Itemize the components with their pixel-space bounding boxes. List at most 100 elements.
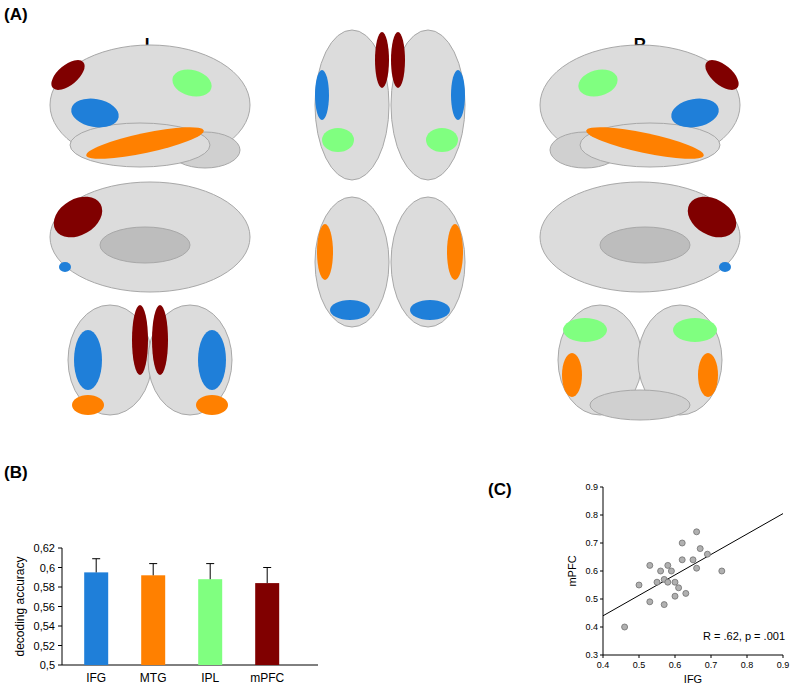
y-tick-label: 0,6 — [40, 562, 55, 574]
region-blob — [680, 188, 743, 245]
scatter-marks — [603, 514, 783, 630]
scatter-point — [719, 568, 725, 574]
region-blob — [322, 128, 354, 152]
scatter-point — [672, 593, 678, 599]
x-tick — [675, 655, 676, 658]
y-tick — [600, 543, 603, 544]
brain-view — [540, 45, 744, 168]
brain-view — [540, 182, 744, 292]
region-blob — [673, 318, 717, 342]
region-blob — [198, 330, 226, 390]
y-tick — [58, 606, 62, 607]
y-tick-label: 0,58 — [34, 581, 55, 593]
scatter-point — [658, 568, 664, 574]
scatter-point — [694, 565, 700, 571]
scatter-point — [704, 551, 710, 557]
region-blob — [447, 224, 463, 280]
region-blob — [46, 188, 109, 245]
brain-surface — [315, 197, 389, 327]
region-blob — [84, 121, 206, 166]
y-tick — [600, 599, 603, 600]
bar — [198, 579, 222, 665]
x-tick-label: 0.9 — [777, 660, 790, 670]
error-bar — [149, 564, 157, 576]
brain-surface — [391, 30, 465, 180]
bar — [255, 583, 279, 665]
region-blob — [669, 95, 721, 131]
region-blob — [451, 70, 465, 120]
scatter-point — [694, 529, 700, 535]
bar-chart: 0,50,520,540,560,580,60,62decoding accur… — [13, 542, 318, 685]
y-tick — [58, 645, 62, 646]
region-blob — [169, 65, 214, 100]
scatter-point — [647, 599, 653, 605]
scatter-point — [622, 624, 628, 630]
figure: (A)(B)(C)LR0,50,520,540,560,580,60,62dec… — [0, 0, 790, 687]
region-blob — [315, 70, 329, 120]
scatter-point — [697, 546, 703, 552]
y-tick-label: 0.8 — [585, 510, 598, 520]
scatter-point — [672, 579, 678, 585]
region-blob — [700, 54, 743, 95]
region-blob — [563, 318, 607, 342]
brain-view — [46, 182, 250, 292]
x-tick-label: 0.6 — [669, 660, 682, 670]
region-blob — [719, 262, 731, 272]
x-axis — [603, 655, 783, 656]
error-bar — [92, 559, 100, 573]
region-blob — [584, 121, 706, 166]
bar-marks — [84, 559, 279, 665]
y-tick-label: 0,62 — [34, 542, 55, 554]
y-tick-label: 0.7 — [585, 538, 598, 548]
brain-view — [315, 197, 465, 327]
y-tick-label: 0.5 — [585, 594, 598, 604]
panel-label: (A) — [4, 5, 28, 24]
region-blob — [317, 224, 333, 280]
y-tick — [58, 665, 62, 666]
scatter-point — [679, 557, 685, 563]
region-blob — [72, 395, 104, 415]
region-blob — [698, 353, 718, 397]
scatter-point — [679, 540, 685, 546]
y-tick-label: 0,52 — [34, 640, 55, 652]
y-tick-label: 0,5 — [40, 659, 55, 671]
brain-surface — [590, 390, 690, 420]
brain-surface — [148, 305, 232, 415]
x-tick-label: mPFC — [250, 671, 284, 685]
region-blob — [375, 32, 389, 88]
y-tick — [58, 626, 62, 627]
region-blob — [132, 305, 148, 375]
panel-label: (B) — [4, 463, 28, 482]
region-blob — [46, 54, 89, 95]
region-blob — [562, 353, 582, 397]
region-blob — [330, 300, 370, 320]
scatter-point — [676, 585, 682, 591]
region-blob — [59, 262, 71, 272]
scatter-point — [665, 562, 671, 568]
y-tick-label: 0.4 — [585, 622, 598, 632]
scatter-point — [665, 579, 671, 585]
trend-line — [603, 514, 783, 616]
bar — [141, 575, 165, 665]
region-blob — [391, 32, 405, 88]
y-tick-label: 0.6 — [585, 566, 598, 576]
x-tick — [711, 655, 712, 658]
region-blob — [69, 95, 121, 131]
brain-surface — [391, 197, 465, 327]
scatter-point — [668, 568, 674, 574]
error-bar — [206, 564, 214, 580]
brain-view — [315, 30, 465, 180]
y-tick — [58, 587, 62, 588]
x-tick-label: MTG — [140, 671, 167, 685]
x-tick — [783, 655, 784, 658]
x-tick — [639, 655, 640, 658]
annotation: R = .62, p = .001 — [703, 630, 785, 642]
x-tick-label: 0.7 — [705, 660, 718, 670]
brain-surface — [315, 30, 389, 180]
y-tick — [58, 567, 62, 568]
panel-label: (C) — [488, 480, 512, 499]
y-tick — [600, 571, 603, 572]
y-tick-label: 0,54 — [34, 620, 55, 632]
x-tick-label: 0.5 — [633, 660, 646, 670]
x-tick-label: IFG — [86, 671, 106, 685]
